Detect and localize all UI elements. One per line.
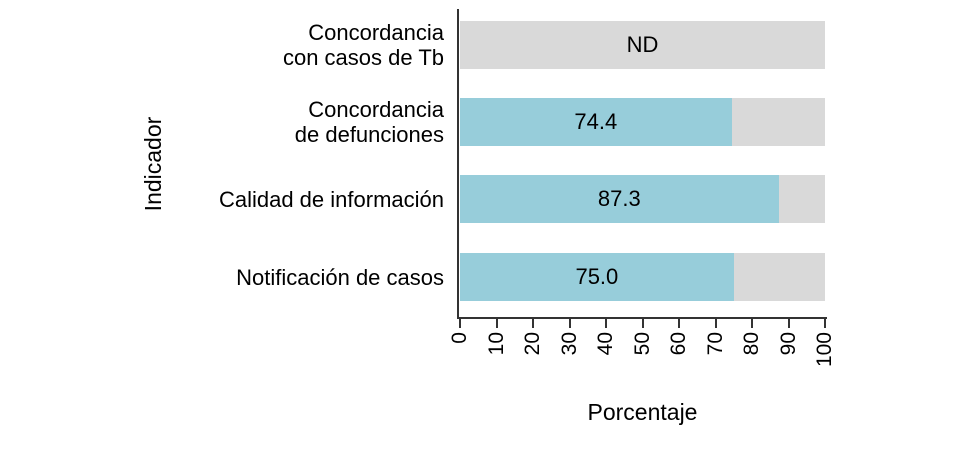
x-axis-tick bbox=[641, 319, 644, 328]
category-label-line: Calidad de información bbox=[218, 186, 444, 212]
x-axis-tick bbox=[678, 319, 680, 328]
x-axis-tick bbox=[824, 319, 826, 328]
x-axis-tick bbox=[751, 319, 753, 328]
bar-value-label: 75.0 bbox=[575, 264, 619, 289]
bar-track: 74.4 bbox=[460, 98, 825, 146]
bar-row: Notificación de casos 75.0 bbox=[0, 253, 967, 301]
x-axis-tick bbox=[532, 319, 534, 328]
x-axis-tick bbox=[605, 319, 607, 328]
category-label: Concordancia con casos de Tb bbox=[0, 20, 444, 70]
x-axis-tick-label: 10 bbox=[484, 332, 508, 356]
x-axis-line bbox=[457, 317, 827, 319]
x-axis-tick-label: 100 bbox=[813, 332, 836, 368]
category-label-line: con casos de Tb bbox=[282, 45, 444, 70]
y-axis-line bbox=[457, 9, 459, 319]
bar-row: Concordancia de defunciones 74.4 bbox=[0, 97, 967, 147]
bar-row: Calidad de información 87.3 bbox=[0, 175, 967, 223]
bar-value-label: ND bbox=[626, 32, 659, 57]
x-axis-tick bbox=[568, 319, 571, 328]
bar-track: 75.0 bbox=[460, 253, 825, 301]
category-label-line: Concordancia bbox=[308, 97, 444, 122]
x-axis-tick-label: 90 bbox=[776, 332, 800, 356]
bar-row: Concordancia con casos de Tb ND bbox=[0, 20, 967, 70]
x-axis-tick-label: 0 bbox=[448, 332, 471, 344]
x-axis-tick bbox=[787, 319, 790, 328]
category-label: Concordancia de defunciones bbox=[0, 97, 444, 147]
x-axis-tick-label: 30 bbox=[557, 332, 581, 356]
category-label-line: de defunciones bbox=[294, 122, 444, 147]
x-axis-tick bbox=[714, 319, 717, 328]
bar-fill bbox=[460, 98, 732, 146]
x-axis-tick-label: 20 bbox=[521, 332, 544, 356]
x-axis-tick-label: 60 bbox=[667, 332, 690, 356]
bar-fill bbox=[460, 175, 779, 223]
bar-value-label: 74.4 bbox=[574, 109, 618, 134]
category-label: Notificación de casos bbox=[0, 253, 444, 301]
x-axis-tick-label: 70 bbox=[703, 332, 727, 356]
category-label-line: Notificación de casos bbox=[236, 264, 444, 290]
x-axis-tick bbox=[459, 319, 461, 328]
x-axis-tick bbox=[495, 319, 498, 328]
x-axis-tick-label: 50 bbox=[630, 332, 654, 356]
bar-value-label: 87.3 bbox=[597, 186, 641, 211]
x-axis-tick-label: 40 bbox=[594, 332, 617, 356]
category-label: Calidad de información bbox=[0, 175, 444, 223]
bar-track: ND bbox=[460, 21, 825, 69]
x-axis-title: Porcentaje bbox=[587, 399, 698, 425]
bar-track: 87.3 bbox=[460, 175, 825, 223]
bar-fill bbox=[460, 253, 734, 301]
category-label-line: Concordancia bbox=[308, 20, 444, 45]
x-axis-tick-label: 80 bbox=[740, 332, 763, 356]
